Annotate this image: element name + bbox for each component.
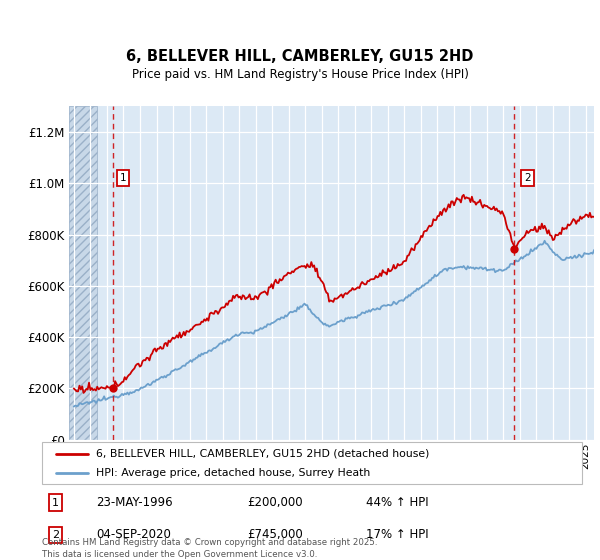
Text: HPI: Average price, detached house, Surrey Heath: HPI: Average price, detached house, Surr… <box>96 468 370 478</box>
Text: 04-SEP-2020: 04-SEP-2020 <box>96 528 171 542</box>
Text: 6, BELLEVER HILL, CAMBERLEY, GU15 2HD: 6, BELLEVER HILL, CAMBERLEY, GU15 2HD <box>127 49 473 64</box>
Text: 44% ↑ HPI: 44% ↑ HPI <box>366 496 428 509</box>
Text: £745,000: £745,000 <box>247 528 303 542</box>
Bar <box>69 106 97 440</box>
Text: £200,000: £200,000 <box>247 496 303 509</box>
Text: Price paid vs. HM Land Registry's House Price Index (HPI): Price paid vs. HM Land Registry's House … <box>131 68 469 81</box>
FancyBboxPatch shape <box>42 442 582 484</box>
Text: 17% ↑ HPI: 17% ↑ HPI <box>366 528 428 542</box>
Text: Contains HM Land Registry data © Crown copyright and database right 2025.
This d: Contains HM Land Registry data © Crown c… <box>42 538 377 559</box>
Text: 2: 2 <box>52 530 59 540</box>
Text: 1: 1 <box>52 498 59 507</box>
Text: 1: 1 <box>120 173 127 183</box>
Text: 23-MAY-1996: 23-MAY-1996 <box>96 496 173 509</box>
Text: 6, BELLEVER HILL, CAMBERLEY, GU15 2HD (detached house): 6, BELLEVER HILL, CAMBERLEY, GU15 2HD (d… <box>96 449 430 459</box>
Text: 2: 2 <box>524 173 531 183</box>
